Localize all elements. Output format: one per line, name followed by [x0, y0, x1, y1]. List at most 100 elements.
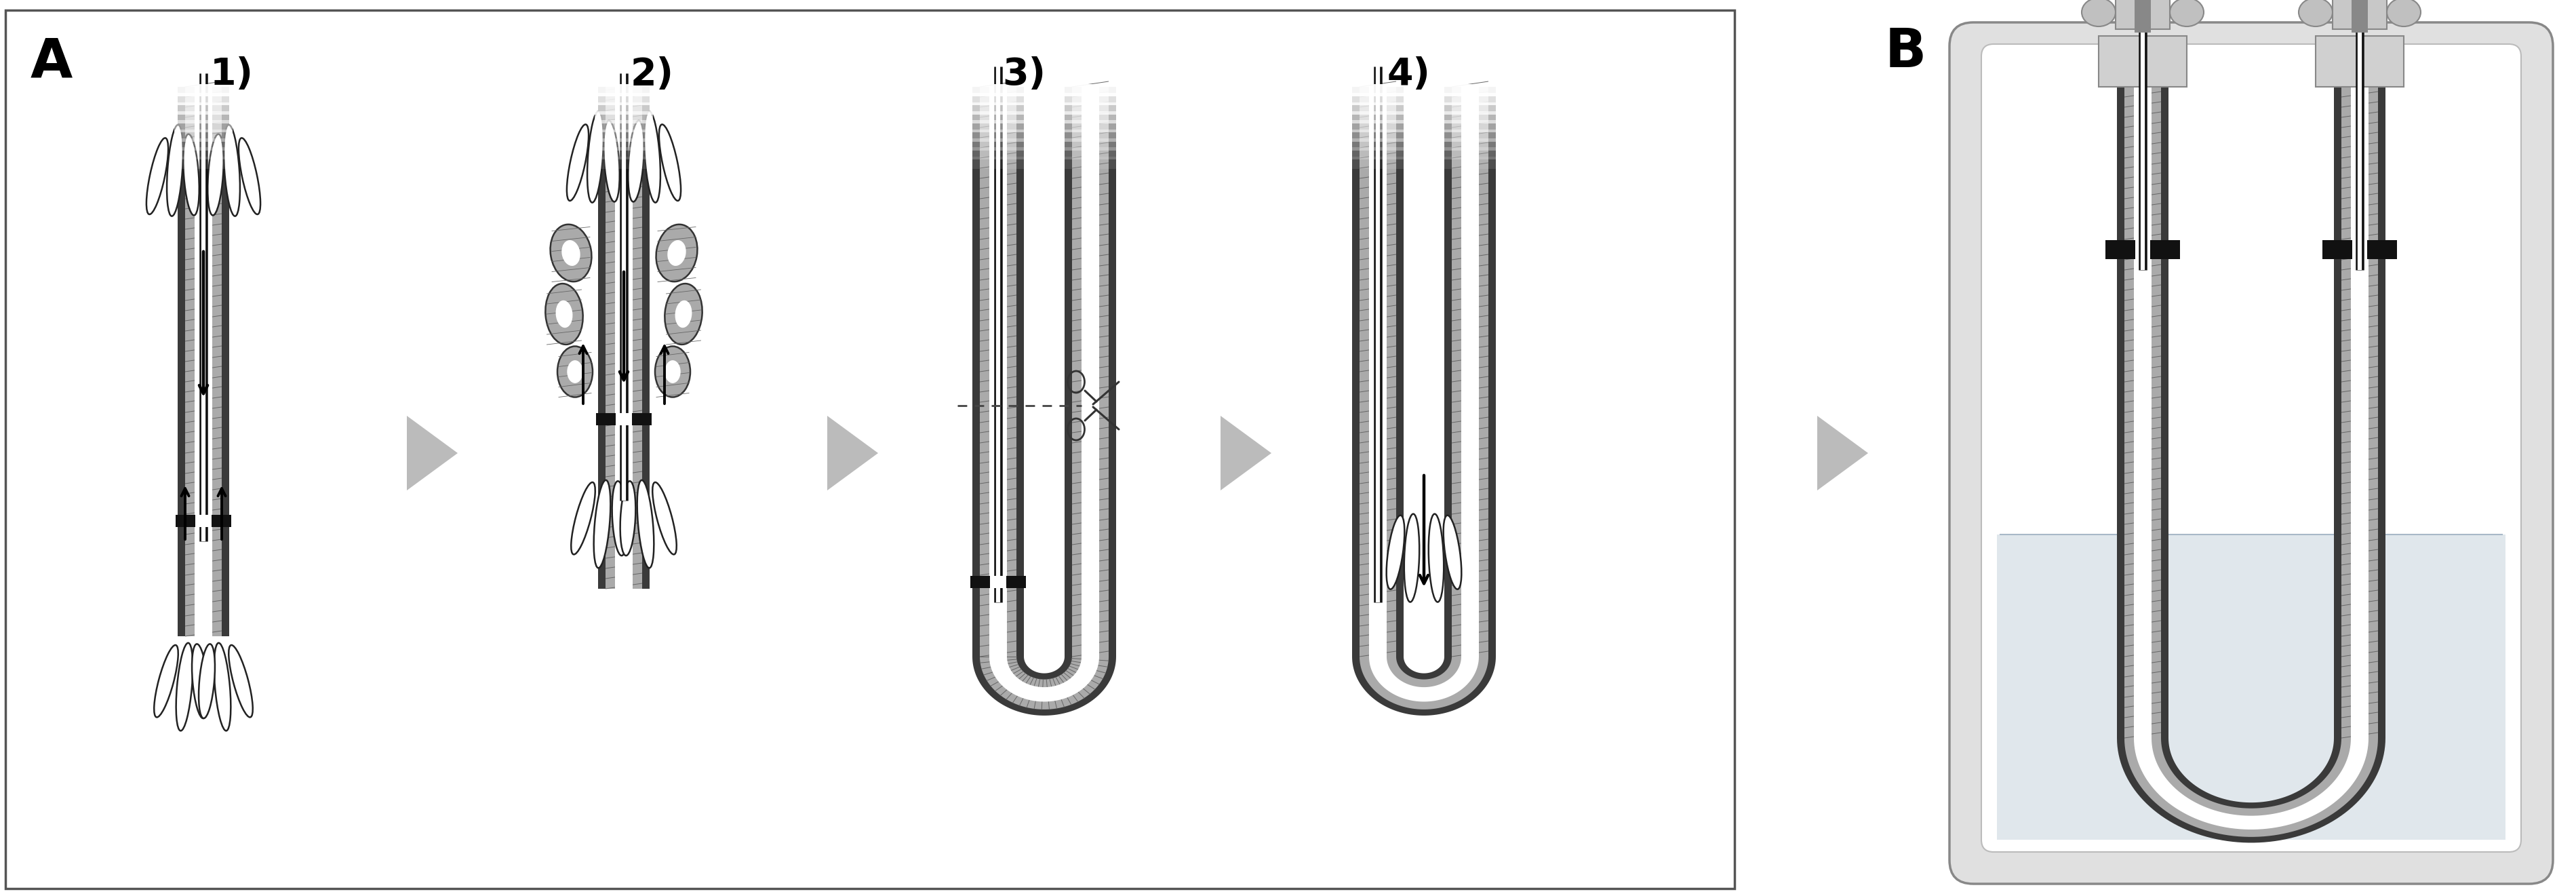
- Ellipse shape: [546, 283, 582, 344]
- Bar: [595, 139, 652, 150]
- Bar: [175, 156, 232, 169]
- Bar: [2125, 80, 2161, 738]
- Polygon shape: [971, 656, 1115, 715]
- Bar: [1061, 148, 1121, 160]
- Bar: [1082, 87, 1100, 656]
- Bar: [1440, 165, 1499, 178]
- Bar: [969, 121, 1028, 132]
- Bar: [1350, 165, 1406, 178]
- Polygon shape: [2125, 738, 2378, 837]
- Bar: [1350, 121, 1406, 132]
- Ellipse shape: [665, 283, 703, 344]
- Bar: [595, 148, 652, 160]
- Bar: [971, 87, 1023, 656]
- Bar: [196, 87, 211, 637]
- Bar: [969, 130, 1028, 141]
- Bar: [1352, 87, 1404, 656]
- Bar: [1350, 93, 1406, 105]
- Ellipse shape: [155, 645, 178, 717]
- Ellipse shape: [209, 134, 224, 215]
- Bar: [1061, 93, 1121, 105]
- Bar: [1061, 102, 1121, 114]
- Ellipse shape: [556, 346, 592, 397]
- Bar: [1440, 84, 1499, 97]
- Ellipse shape: [551, 224, 592, 282]
- Ellipse shape: [567, 360, 582, 384]
- Bar: [1350, 156, 1406, 169]
- Bar: [5, 10, 1734, 889]
- Bar: [2334, 80, 2385, 738]
- Bar: [989, 576, 1007, 588]
- Bar: [1061, 156, 1121, 169]
- Bar: [595, 130, 652, 141]
- Bar: [1061, 121, 1121, 132]
- Ellipse shape: [621, 481, 636, 555]
- Bar: [1360, 87, 1396, 656]
- Ellipse shape: [556, 300, 572, 328]
- Bar: [1350, 130, 1406, 141]
- Bar: [2115, 0, 2169, 30]
- Ellipse shape: [562, 240, 580, 266]
- Bar: [175, 148, 232, 160]
- Bar: [1461, 87, 1479, 656]
- Bar: [2136, 0, 2151, 32]
- Ellipse shape: [652, 482, 677, 554]
- Bar: [2334, 0, 2388, 30]
- Bar: [175, 84, 232, 97]
- Bar: [1368, 87, 1386, 656]
- Ellipse shape: [613, 481, 629, 555]
- Ellipse shape: [636, 480, 654, 568]
- Ellipse shape: [224, 125, 240, 216]
- Ellipse shape: [183, 134, 198, 215]
- Bar: [969, 165, 1028, 178]
- Bar: [1064, 87, 1115, 656]
- Ellipse shape: [175, 643, 193, 730]
- Ellipse shape: [1430, 514, 1443, 602]
- Bar: [2352, 80, 2367, 738]
- Ellipse shape: [572, 482, 595, 554]
- Bar: [178, 87, 229, 637]
- Ellipse shape: [1443, 515, 1461, 589]
- Bar: [605, 87, 641, 589]
- Bar: [175, 93, 232, 105]
- Polygon shape: [407, 416, 459, 491]
- Bar: [1440, 102, 1499, 114]
- Bar: [2324, 240, 2398, 259]
- Bar: [2342, 80, 2378, 738]
- Bar: [595, 413, 652, 426]
- Ellipse shape: [229, 645, 252, 717]
- Bar: [1440, 130, 1499, 141]
- FancyBboxPatch shape: [1950, 22, 2553, 884]
- Bar: [1445, 87, 1497, 656]
- Bar: [598, 87, 649, 589]
- Ellipse shape: [198, 644, 214, 718]
- Polygon shape: [1221, 416, 1273, 491]
- Bar: [185, 87, 222, 637]
- Ellipse shape: [2298, 0, 2334, 27]
- Bar: [2352, 240, 2367, 259]
- Ellipse shape: [167, 125, 183, 216]
- Bar: [1440, 93, 1499, 105]
- Ellipse shape: [629, 121, 644, 202]
- Ellipse shape: [193, 644, 209, 718]
- Bar: [969, 93, 1028, 105]
- Ellipse shape: [587, 111, 603, 203]
- Bar: [2099, 36, 2187, 87]
- Polygon shape: [2117, 738, 2385, 843]
- Ellipse shape: [654, 346, 690, 397]
- Ellipse shape: [214, 643, 232, 730]
- Bar: [1061, 139, 1121, 150]
- Ellipse shape: [675, 300, 693, 328]
- Polygon shape: [1352, 656, 1497, 715]
- Ellipse shape: [657, 224, 698, 282]
- Bar: [1440, 121, 1499, 132]
- Bar: [196, 515, 211, 527]
- Bar: [2117, 80, 2169, 738]
- Ellipse shape: [667, 240, 685, 266]
- Bar: [595, 84, 652, 97]
- Ellipse shape: [1386, 515, 1404, 589]
- Bar: [989, 87, 1007, 656]
- Bar: [2133, 80, 2151, 738]
- Bar: [1453, 87, 1489, 656]
- Bar: [175, 515, 232, 527]
